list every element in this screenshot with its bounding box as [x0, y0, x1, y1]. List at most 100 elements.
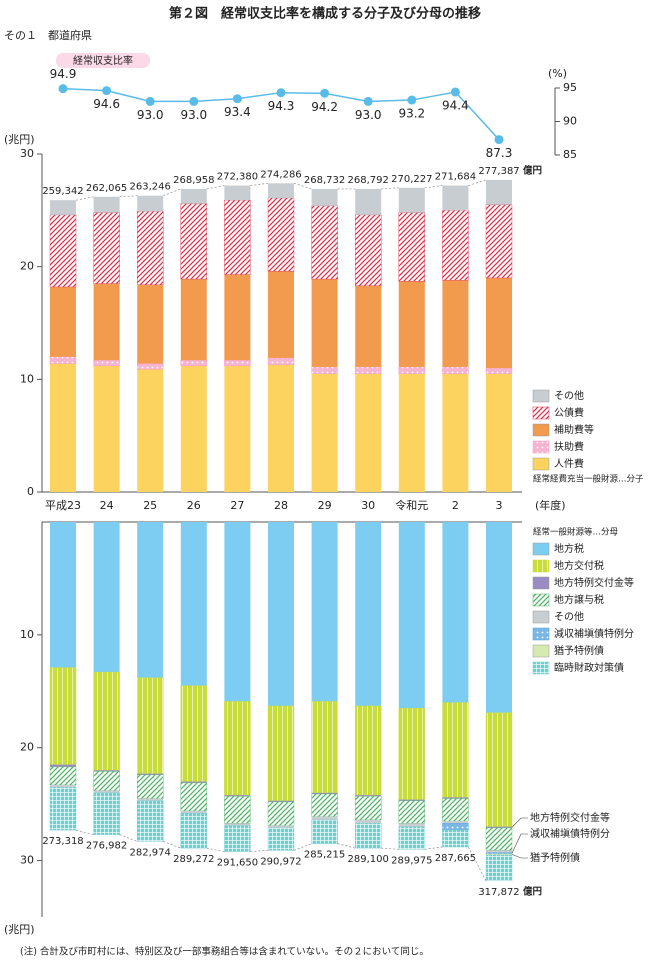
connector [119, 834, 138, 842]
bar-segment [137, 522, 164, 678]
bar-segment [49, 667, 77, 765]
bar-segment [311, 205, 338, 280]
legend-note: 経常経費充当一般財源…分子 [533, 474, 644, 485]
y-tick-label: 30 [20, 147, 34, 160]
ratio-tick-label: 90 [563, 115, 577, 128]
bar-segment [267, 357, 295, 365]
bar-segment [180, 812, 208, 849]
legend-swatch [532, 576, 550, 590]
bar-segment [224, 796, 251, 824]
legend-label: その他 [554, 610, 584, 623]
ratio-point [145, 96, 155, 106]
legend-label: 扶助費 [554, 440, 584, 453]
bar-segment [355, 522, 382, 706]
ratio-badge [56, 53, 150, 68]
connector [381, 187, 399, 190]
bar-segment [268, 825, 294, 828]
bar-segment [49, 214, 77, 288]
ratio-label: 94.2 [311, 100, 338, 114]
bar-segment [267, 705, 295, 801]
total-label: 274,286 [260, 169, 301, 180]
bar-segment [50, 363, 76, 492]
ratio-label: 94.4 [442, 99, 469, 113]
bar-segment [224, 701, 251, 796]
bar-segment [486, 277, 512, 369]
bar-segment [355, 819, 382, 824]
total-label: 268,732 [304, 175, 345, 186]
annotation-leader [511, 833, 528, 854]
legend-swatch [532, 627, 550, 641]
bar-segment [486, 373, 512, 492]
bar-segment [93, 365, 120, 492]
legend-title: 経常一般財源等…分母 [533, 527, 618, 538]
bar-segment [50, 522, 76, 668]
legend-swatch [532, 406, 550, 420]
total-label: 289,975 [391, 855, 432, 866]
bar-segment [398, 823, 425, 827]
bar-segment [311, 188, 338, 206]
bar-segment [50, 764, 76, 767]
bar-segment [136, 211, 164, 285]
bar-segment [180, 781, 207, 783]
bar-segment [398, 373, 425, 492]
bar-segment [355, 366, 382, 374]
bar-segment [50, 286, 76, 357]
legend-swatch [532, 593, 550, 607]
total-label: 317,872 [478, 887, 519, 898]
bar-segment [93, 522, 120, 673]
legend-label: 猶予特例債 [554, 644, 604, 657]
ratio-point [363, 96, 373, 106]
bar-segment [268, 800, 294, 802]
bar-segment [224, 825, 251, 852]
legend-label: 地方特例交付金等 [554, 576, 634, 589]
bar-segment [180, 279, 207, 361]
x-tick-label: 平成23 [45, 499, 81, 512]
bar-segment [355, 823, 382, 849]
bar-segment [398, 800, 425, 824]
total-label: 277,387 [478, 166, 519, 177]
connector [75, 829, 94, 835]
bar-segment [180, 810, 207, 814]
bar-segment [136, 677, 164, 774]
connector [337, 843, 356, 849]
bar-segment [442, 821, 469, 824]
bar-segment [398, 212, 425, 282]
x-tick-label: 3 [496, 499, 503, 512]
bar-segment [93, 792, 120, 835]
bar-segment [93, 771, 120, 791]
connector [206, 185, 225, 190]
bar-segment [268, 183, 294, 198]
bar-segment [311, 373, 338, 492]
bar-segment [137, 369, 164, 492]
bar-segment [49, 766, 77, 786]
connector [119, 195, 138, 198]
bar-segment [442, 522, 469, 703]
bar-segment [224, 199, 251, 275]
bar-segment [442, 798, 469, 822]
bar-segment [268, 522, 294, 706]
bar-segment [485, 827, 513, 851]
x-unit: (年度) [535, 498, 566, 512]
total-label: 273,318 [42, 836, 83, 847]
bar-segment [311, 816, 338, 820]
x-tick-label: 2 [452, 499, 459, 512]
ratio-label: 93.4 [224, 105, 251, 119]
legend-label: 補助費等 [554, 423, 594, 436]
bar-segment [50, 784, 76, 788]
bar-segment [311, 793, 338, 817]
bar-segment [93, 671, 120, 771]
legend-label: その他 [554, 389, 584, 402]
bar-segment [180, 365, 207, 492]
total-label: 272,380 [217, 172, 258, 183]
bar-segment [311, 522, 338, 702]
connector [206, 847, 225, 852]
legend-swatch [532, 542, 550, 556]
bar-segment [136, 800, 164, 842]
bar-segment [93, 790, 120, 793]
bar-segment [267, 197, 295, 272]
bar-segment [93, 283, 120, 361]
bar-segment [485, 712, 513, 827]
connector [381, 847, 399, 850]
connector [250, 182, 269, 186]
